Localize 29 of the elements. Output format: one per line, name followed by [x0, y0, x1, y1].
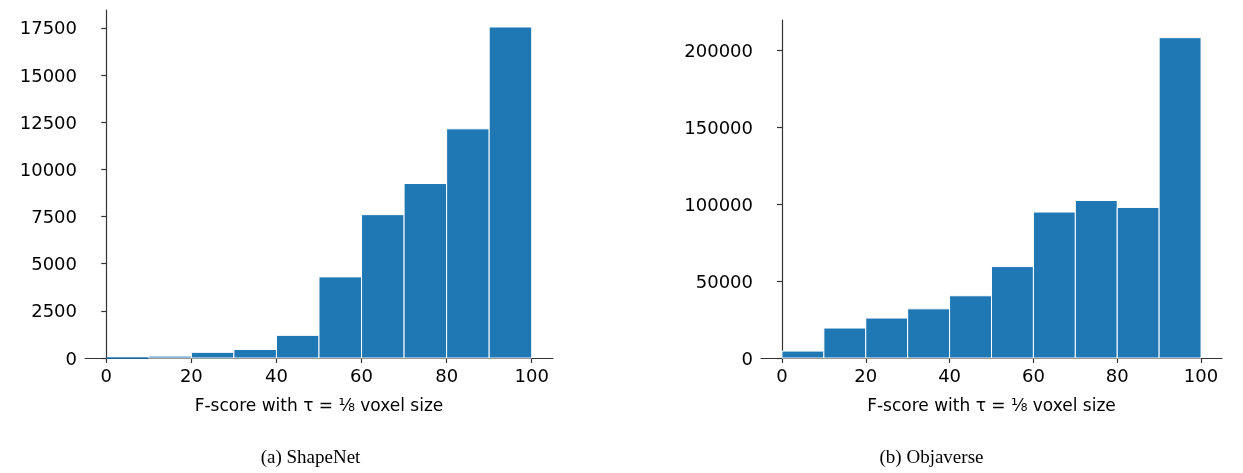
y-tick-label: 7500 — [31, 206, 77, 228]
y-tick-label: 150000 — [684, 117, 753, 139]
x-tick-label: 0 — [776, 364, 788, 386]
x-tick-label: 100 — [1183, 364, 1219, 386]
y-tick-label: 2500 — [31, 300, 77, 322]
text: (b) Objaverse — [879, 446, 984, 468]
y-tick-label: 12500 — [19, 111, 77, 133]
y-tick-label: 50000 — [695, 270, 753, 292]
y-tick-label: 17500 — [19, 17, 77, 39]
y-tick-label: 0 — [65, 347, 77, 369]
x-tick-label: 20 — [854, 364, 878, 386]
y-tick-label: 0 — [741, 347, 753, 369]
x-tick-label: 100 — [514, 364, 549, 386]
x-tick-label: 0 — [100, 364, 112, 386]
x-axis-title: F-score with τ = ⅛ voxel size — [194, 394, 444, 415]
y-tick-label: 5000 — [31, 253, 77, 275]
y-tick-label: 15000 — [19, 64, 77, 86]
x-tick-label: 20 — [179, 364, 203, 386]
x-tick-label: 40 — [265, 364, 288, 386]
x-tick-label: 80 — [1105, 364, 1129, 386]
text: (a) ShapeNet — [260, 446, 362, 468]
x-tick-label: 60 — [1021, 364, 1045, 386]
x-axis-title: F-score with τ = ⅛ voxel size — [867, 394, 1116, 415]
y-tick-label: 200000 — [684, 40, 753, 62]
x-tick-label: 40 — [938, 364, 962, 386]
x-tick-label: 60 — [350, 364, 373, 386]
x-tick-label: 80 — [435, 364, 459, 386]
y-tick-label: 100000 — [684, 193, 753, 215]
y-tick-label: 10000 — [19, 158, 77, 180]
